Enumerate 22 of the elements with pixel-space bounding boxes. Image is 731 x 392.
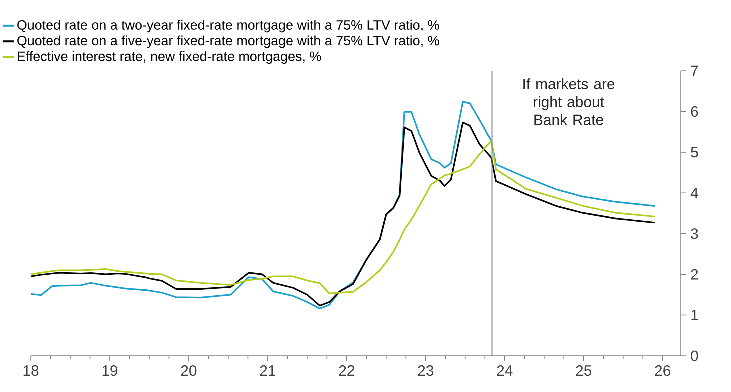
line-series [30, 140, 656, 295]
y-tick-label: 7 [691, 66, 698, 76]
y-tick-label: 3 [691, 228, 698, 240]
x-tick-label: 23 [418, 366, 434, 376]
y-tick-label: 6 [691, 106, 698, 117]
ref-line-label: If markets are right about Bank Rate [524, 78, 615, 126]
x-tick-label: 26 [655, 366, 670, 376]
y-tick-label: 5 [691, 147, 698, 158]
y-tick-label: 1 [692, 310, 698, 320]
x-tick-label: 20 [181, 366, 197, 376]
x-tick-label: 19 [102, 366, 118, 376]
legend-label: Effective interest rate, new fixed-rate mortgages, % [18, 51, 322, 64]
x-tick-label: 24 [497, 366, 513, 376]
x-tick-label: 25 [576, 366, 592, 376]
x-tick-label: 22 [339, 366, 354, 376]
x-tick-label: 18 [24, 366, 39, 376]
y-tick-label: 0 [691, 350, 698, 362]
y-tick-label: 2 [691, 269, 698, 280]
legend-label: Quoted rate on a two-year fixed-rate mortgage with a 75% LTV ratio, % [18, 20, 440, 33]
legend-label: Quoted rate on a five-year fixed-rate mortgage with a 75% LTV ratio, % [18, 36, 440, 48]
y-tick-label: 4 [690, 188, 698, 198]
x-tick-label: 21 [260, 366, 276, 376]
